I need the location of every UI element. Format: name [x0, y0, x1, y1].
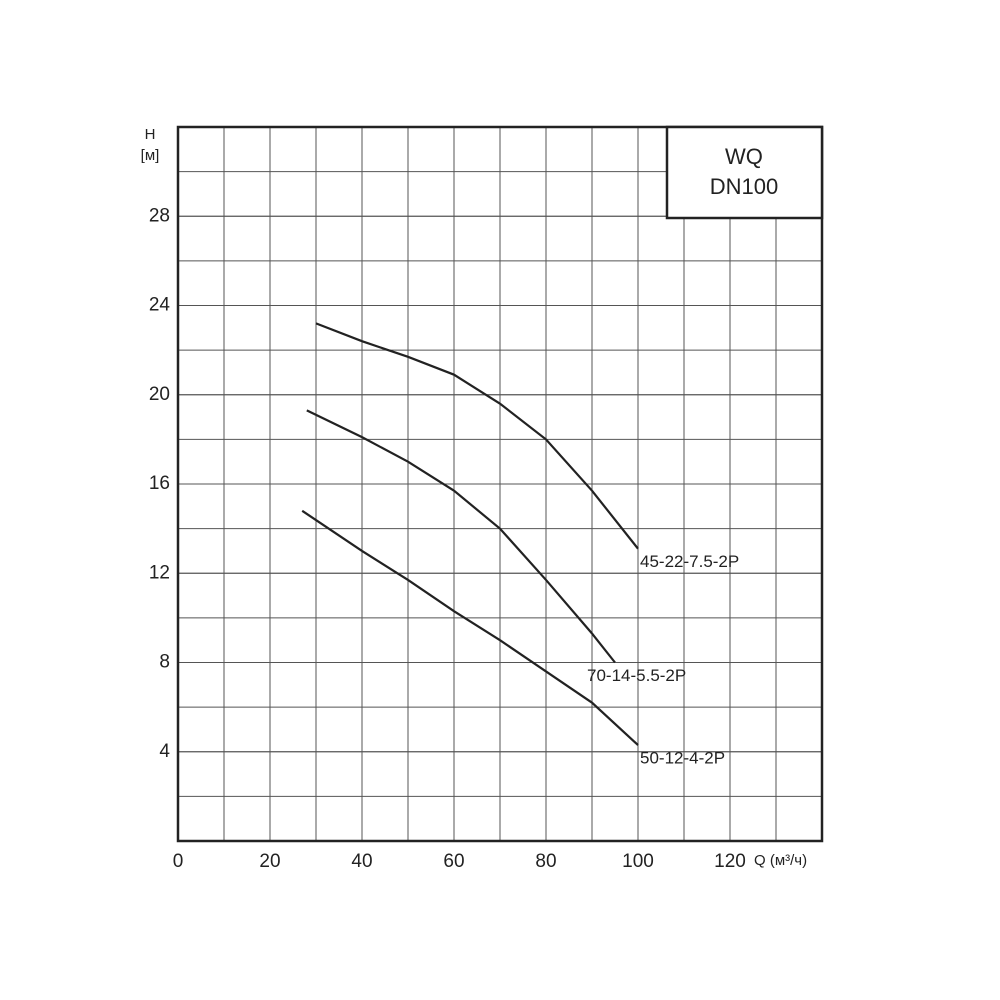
- y-tick-label: 24: [149, 295, 171, 316]
- series-label: 50-12-4-2P: [640, 749, 725, 768]
- y-tick-label: 8: [159, 652, 170, 673]
- x-tick-label: 80: [535, 851, 556, 872]
- chart-title: WQ: [725, 144, 763, 169]
- curve: [315, 322, 639, 550]
- title-box: [665, 125, 824, 220]
- x-tick-label: 0: [173, 851, 184, 872]
- x-tick-label: 40: [351, 851, 372, 872]
- y-label: H: [145, 126, 156, 143]
- y-tick-label: 4: [159, 741, 170, 762]
- x-tick-label: 60: [443, 851, 464, 872]
- x-tick-label: 120: [714, 851, 746, 872]
- y-tick-label: 16: [149, 473, 170, 494]
- series-label: 70-14-5.5-2P: [587, 666, 686, 685]
- y-unit: [м]: [141, 147, 160, 164]
- plot-frame: [176, 125, 824, 843]
- y-tick-label: 12: [149, 562, 170, 583]
- series-label: 45-22-7.5-2P: [640, 552, 739, 571]
- curve: [301, 509, 639, 746]
- y-tick-label: 20: [149, 384, 170, 405]
- x-tick-label: 100: [622, 851, 654, 872]
- x-tick-label: 20: [259, 851, 280, 872]
- chart-subtitle: DN100: [710, 174, 778, 199]
- curve: [306, 409, 616, 664]
- x-label: Q (м³/ч): [754, 852, 807, 869]
- y-tick-label: 28: [149, 205, 170, 226]
